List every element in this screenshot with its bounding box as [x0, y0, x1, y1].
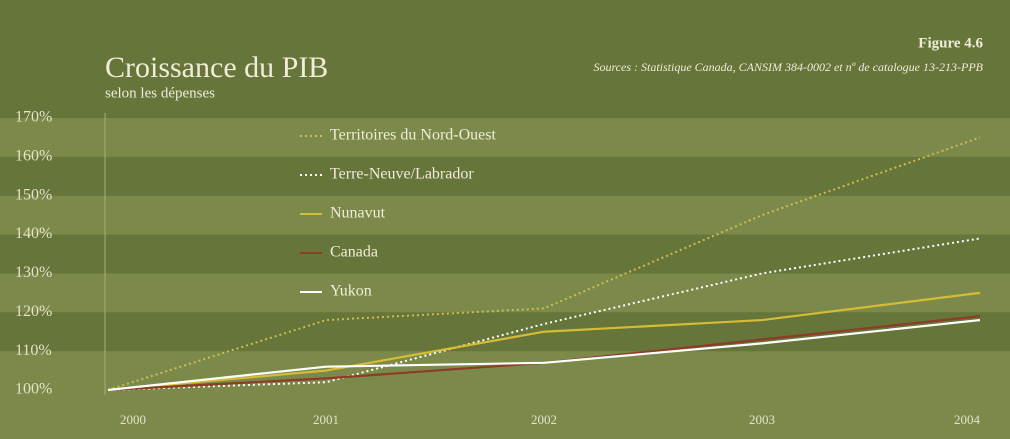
- series-line: [107, 237, 981, 391]
- grid-band: [0, 156, 1010, 196]
- y-tick-label: 140%: [15, 225, 52, 242]
- y-tick-label: 170%: [15, 109, 52, 126]
- y-tick-label: 130%: [15, 264, 52, 281]
- legend-label: Terre-Neuve/Labrador: [330, 166, 474, 183]
- x-tick-label: 2004: [954, 412, 981, 427]
- chart-title: Croissance du PIB: [105, 51, 328, 84]
- x-tick-label: 2000: [120, 412, 146, 427]
- chart-subtitle: selon les dépenses: [105, 85, 215, 101]
- figure-label: Figure 4.6: [918, 35, 983, 51]
- legend-label: Yukon: [330, 283, 372, 300]
- y-tick-label: 160%: [15, 148, 52, 165]
- y-tick-label: 120%: [15, 303, 52, 320]
- series-line: [107, 318, 981, 392]
- legend-label: Nunavut: [330, 205, 386, 222]
- series-line: [107, 136, 981, 391]
- grid-band: [0, 312, 1010, 352]
- grid-band: [0, 118, 1010, 157]
- grid-band: [0, 195, 1010, 235]
- x-tick-label: 2002: [531, 412, 557, 427]
- legend-label: Canada: [330, 244, 378, 261]
- legend-label: Territoires du Nord-Ouest: [330, 127, 497, 144]
- band-bottom: [0, 390, 1010, 439]
- grid-band: [0, 234, 1010, 274]
- grid-band: [0, 351, 1010, 390]
- series-line: [107, 291, 981, 392]
- y-tick-label: 150%: [15, 186, 52, 203]
- grid-band: [0, 273, 1010, 313]
- y-tick-label: 110%: [15, 342, 52, 359]
- x-tick-label: 2003: [749, 412, 775, 427]
- x-tick-label: 2001: [313, 412, 339, 427]
- source: Sources : Statistique Canada, CANSIM 384…: [593, 60, 983, 74]
- y-tick-label: 100%: [15, 381, 52, 398]
